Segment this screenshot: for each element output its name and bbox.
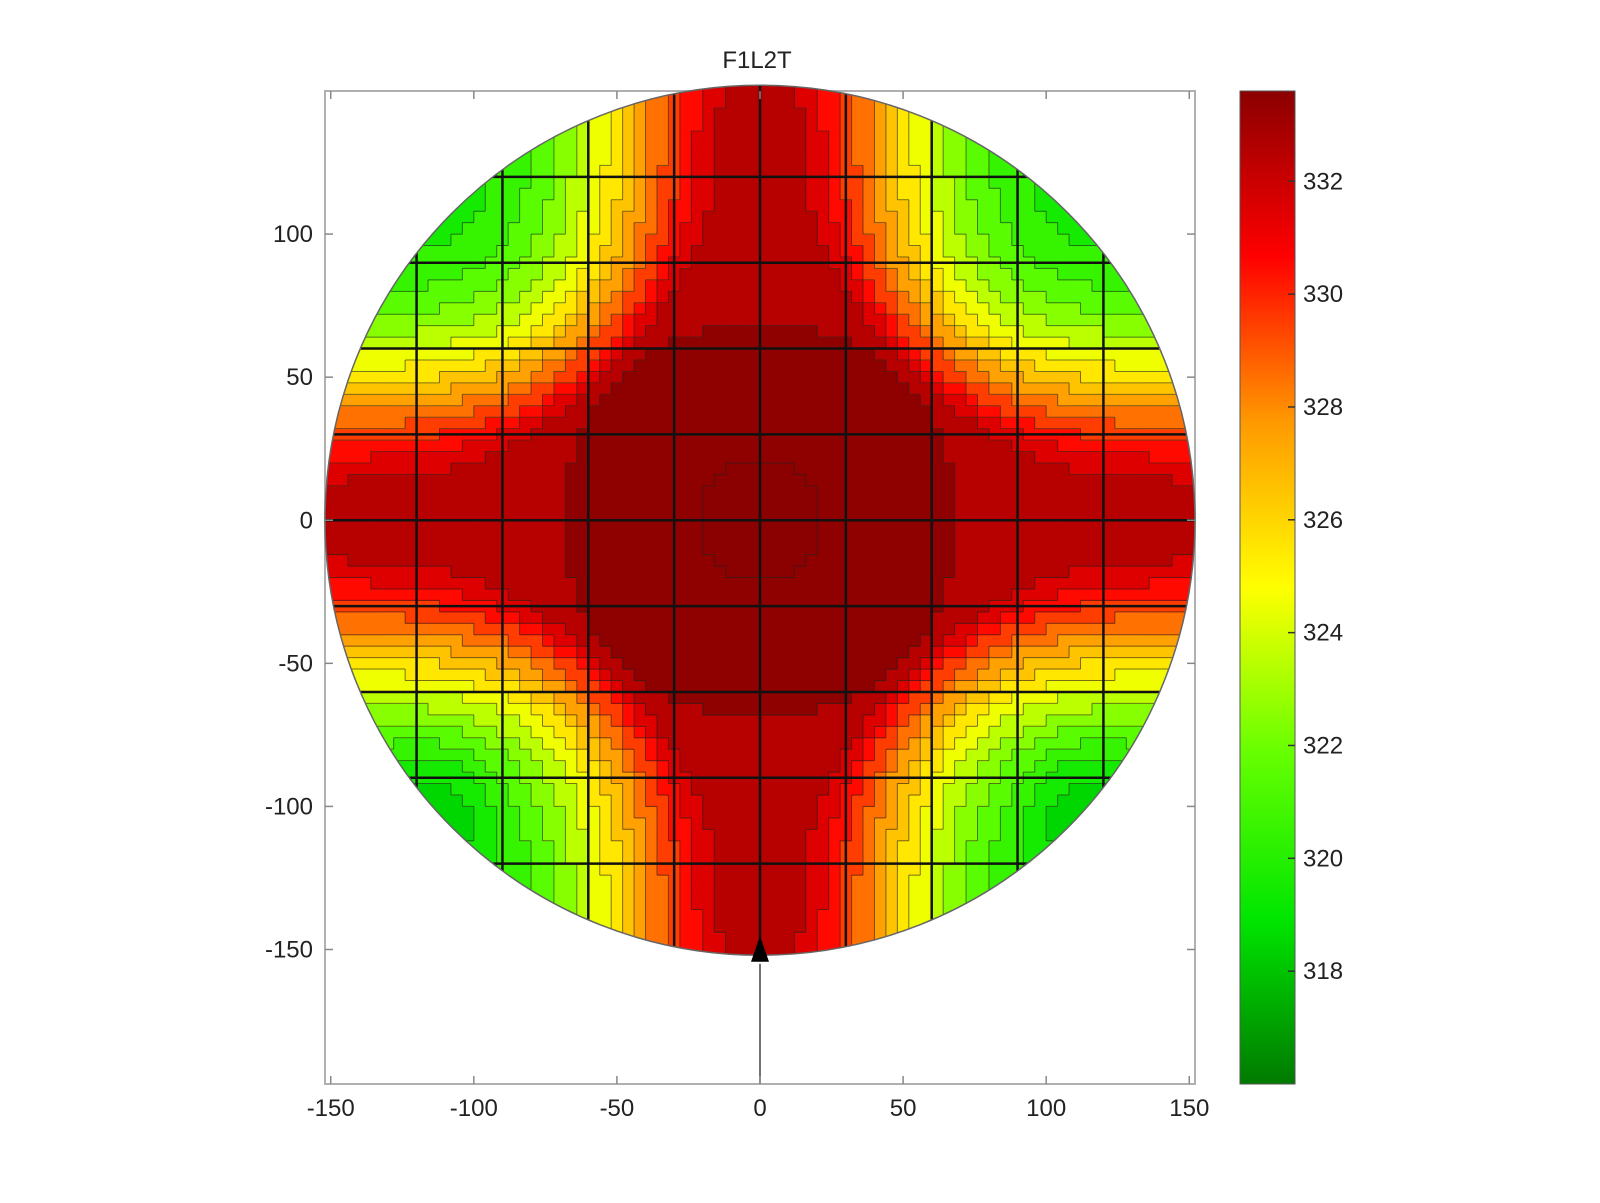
x-axis: -150 -100 -50 0 50 100 150 xyxy=(307,91,1209,1122)
x-tick-label: -50 xyxy=(600,1095,635,1122)
y-axis: -150 -100 -50 0 50 100 xyxy=(265,221,1195,964)
colorbar-tick-label: 326 xyxy=(1303,507,1343,534)
colorbar-tick-label: 324 xyxy=(1303,620,1343,647)
x-tick-label: 0 xyxy=(753,1095,766,1122)
contour-lines xyxy=(325,85,1195,956)
x-tick-label: 150 xyxy=(1169,1095,1209,1122)
y-tick-label: -150 xyxy=(265,937,313,964)
colorbar-tick-label: 322 xyxy=(1303,732,1343,759)
colorbar xyxy=(1239,90,1296,1085)
colorbar-ticks: 318 320 322 324 326 328 330 332 xyxy=(1288,168,1343,985)
colorbar-tick-label: 330 xyxy=(1303,281,1343,308)
colorbar-tick-label: 332 xyxy=(1303,168,1343,195)
x-tick-label: -100 xyxy=(450,1095,498,1122)
notch-marker xyxy=(751,935,769,1084)
colorbar-tick-label: 318 xyxy=(1303,958,1343,985)
y-tick-label: 100 xyxy=(273,221,313,248)
x-tick-label: 100 xyxy=(1026,1095,1066,1122)
chart-title: F1L2T xyxy=(722,47,792,74)
y-tick-label: 50 xyxy=(286,364,313,391)
colorbar-tick-label: 320 xyxy=(1303,845,1343,872)
x-tick-label: -150 xyxy=(307,1095,355,1122)
y-tick-label: -50 xyxy=(278,650,313,677)
colorbar-tick-label: 328 xyxy=(1303,394,1343,421)
y-tick-label: 0 xyxy=(300,507,313,534)
x-tick-label: 50 xyxy=(890,1095,917,1122)
notch-arrow-icon xyxy=(751,935,769,962)
y-tick-label: -100 xyxy=(265,793,313,820)
